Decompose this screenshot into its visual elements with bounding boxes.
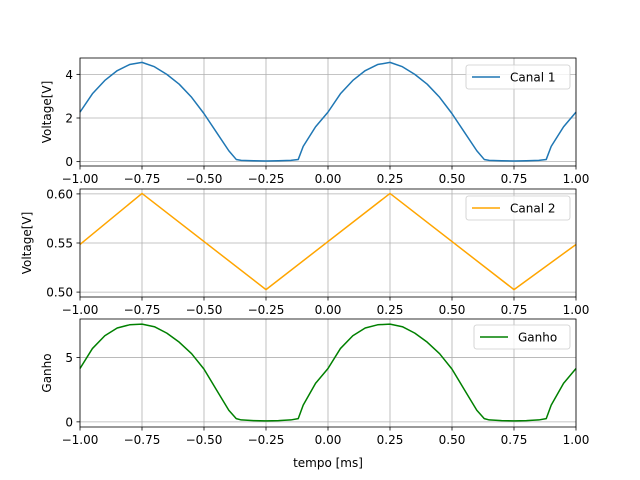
- legend-box: [465, 195, 571, 221]
- y-tick-label: 5: [65, 351, 73, 365]
- x-tick-label: −0.75: [124, 303, 161, 317]
- x-tick-label: 0.50: [439, 433, 466, 447]
- legend-box: [473, 324, 571, 350]
- x-tick-label: −0.25: [248, 433, 285, 447]
- x-tick-label: 0.00: [315, 433, 342, 447]
- series-line-canal-2: [79, 192, 577, 291]
- subplot-1: −1.00 −0.75 −0.50 −0.25 0.00 0.25 0.50 0.75 1.00…: [40, 57, 590, 186]
- x-tick-label: 0.25: [377, 172, 404, 186]
- x-tick-label: −0.50: [186, 172, 223, 186]
- x-tick-label: 0.75: [501, 303, 528, 317]
- subplot-3: −1.00 −0.75 −0.50 −0.25 0.00 0.25 0.50 0.75 1.00…: [40, 318, 590, 470]
- x-tick-label: 0.75: [501, 433, 528, 447]
- x-tick-label: 0.00: [315, 172, 342, 186]
- y-axis-label: Ganho: [40, 353, 54, 392]
- x-tick-label: 1.00: [563, 172, 590, 186]
- x-tick-label: 0.75: [501, 172, 528, 186]
- x-tick-label: −0.50: [186, 303, 223, 317]
- y-axis-label: Voltage[V]: [40, 81, 54, 144]
- x-tick-label: −0.75: [124, 172, 161, 186]
- x-tick-label: −1.00: [62, 433, 99, 447]
- legend-label: Canal 1: [510, 71, 555, 85]
- x-tick-label: 0.25: [377, 433, 404, 447]
- x-tick-label: −1.00: [62, 172, 99, 186]
- legend: Canal 1: [465, 64, 571, 90]
- y-tick-label: 2: [65, 112, 73, 126]
- y-tick-label: 4: [65, 68, 73, 82]
- x-tick-label: 0.50: [439, 172, 466, 186]
- legend: Ganho: [473, 324, 571, 350]
- x-tick-label: −0.25: [248, 303, 285, 317]
- y-tick-label: 0.55: [46, 237, 73, 251]
- x-tick-label: 0.00: [315, 303, 342, 317]
- legend-label: Canal 2: [510, 202, 555, 216]
- x-tick-label: 0.25: [377, 303, 404, 317]
- y-tick-label: 0.50: [46, 286, 73, 300]
- subplot-2: −1.00 −0.75 −0.50 −0.25 0.00 0.25 0.50 0.75 1.00…: [20, 187, 589, 317]
- x-axis-label: tempo [ms]: [293, 456, 363, 470]
- series-line-ganho: [79, 323, 577, 422]
- subplots: −1.00 −0.75 −0.50 −0.25 0.00 0.25 0.50 0.75 1.00…: [20, 57, 590, 470]
- y-tick-label: 0.60: [46, 187, 73, 201]
- x-tick-label: 1.00: [563, 433, 590, 447]
- y-axis-label: Voltage[V]: [20, 212, 34, 275]
- legend-box: [465, 64, 571, 90]
- x-tick-label: 0.50: [439, 303, 466, 317]
- series-line-canal-1: [79, 61, 577, 162]
- x-tick-label: −0.50: [186, 433, 223, 447]
- x-tick-label: 1.00: [563, 303, 590, 317]
- x-tick-label: −0.75: [124, 433, 161, 447]
- x-tick-label: −1.00: [62, 303, 99, 317]
- legend-label: Ganho: [518, 331, 557, 345]
- y-tick-label: 0: [65, 415, 73, 429]
- x-tick-label: −0.25: [248, 172, 285, 186]
- legend: Canal 2: [465, 195, 571, 221]
- y-tick-label: 0: [65, 155, 73, 169]
